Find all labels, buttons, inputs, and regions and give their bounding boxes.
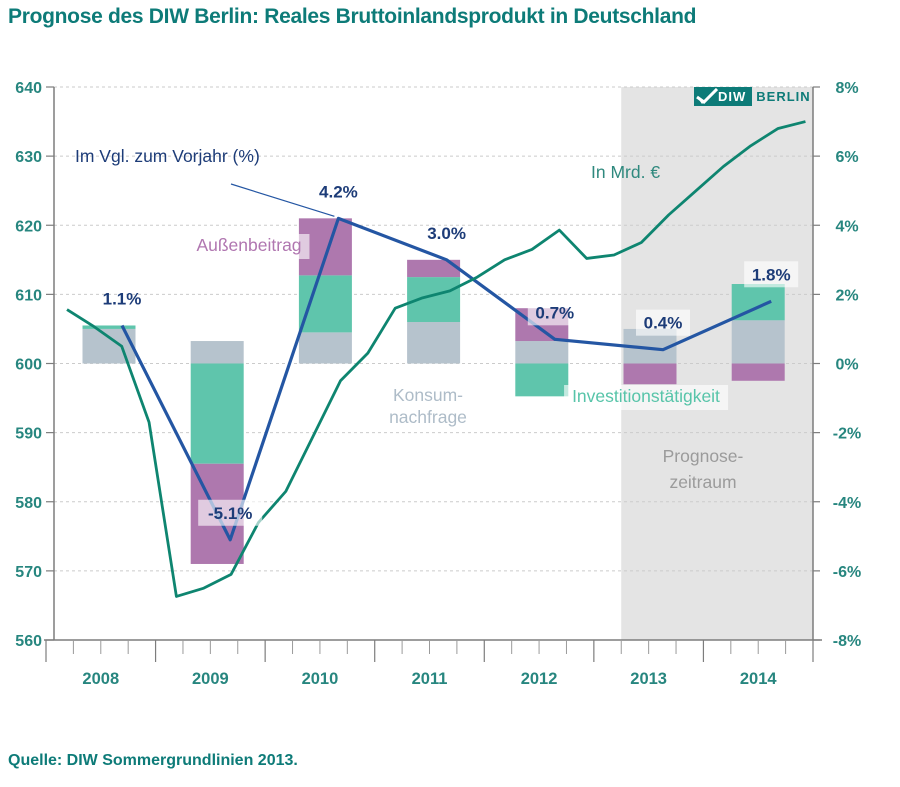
level-unit-label: In Mrd. € <box>591 162 661 182</box>
prognose-label: Prognose- zeitraum <box>663 443 744 495</box>
tick-label: -8% <box>833 633 861 650</box>
tick-label: -2% <box>833 426 861 443</box>
tick-label: 2% <box>835 287 858 304</box>
tick-label: 8% <box>835 80 858 97</box>
bar-segment <box>407 322 461 364</box>
page-title: Prognose des DIW Berlin: Reales Bruttoin… <box>8 5 697 28</box>
bar-segment <box>731 363 785 381</box>
growth-data-label: 4.2% <box>319 182 358 201</box>
year-label: 2010 <box>302 670 339 688</box>
berlin-logo-text: BERLIN <box>756 89 811 104</box>
growth-data-label: 0.7% <box>535 303 574 322</box>
tick-label: 630 <box>15 149 42 166</box>
bar-segment <box>298 332 352 364</box>
year-label: 2013 <box>630 670 667 688</box>
tick-label: 580 <box>15 495 42 512</box>
year-label: 2008 <box>82 670 119 688</box>
bar-segment <box>298 275 352 333</box>
year-label: 2014 <box>740 670 778 688</box>
bar-segment <box>82 325 136 329</box>
bar-segment <box>190 363 244 464</box>
bar-segment <box>515 363 569 397</box>
growth-unit-label: Im Vgl. zum Vorjahr (%) <box>75 146 260 166</box>
tick-label: 560 <box>15 633 42 650</box>
data-label-box <box>198 499 263 526</box>
tick-label: 570 <box>15 564 42 581</box>
source-note: Quelle: DIW Sommergrundlinien 2013. <box>8 752 298 769</box>
year-label: 2009 <box>192 670 229 688</box>
growth-data-label: 0.4% <box>644 314 683 333</box>
tick-label: 590 <box>15 426 42 443</box>
tick-label: 600 <box>15 357 42 374</box>
prognose-label-line2: zeitraum <box>669 472 737 492</box>
bar-segment <box>515 341 569 364</box>
label-leader-line <box>230 183 335 217</box>
growth-data-label: 1.8% <box>752 265 791 284</box>
diw-logo-text: DIW <box>718 89 747 104</box>
data-label-box <box>527 299 582 326</box>
growth-data-label: 3.0% <box>427 224 466 243</box>
growth-line <box>120 216 772 542</box>
growth-data-label: 1.1% <box>103 289 142 308</box>
year-label: 2011 <box>412 670 448 688</box>
bar-segment <box>407 259 461 278</box>
year-label: 2012 <box>521 670 558 688</box>
tick-label: 6% <box>835 149 858 166</box>
tick-label: -6% <box>833 564 861 581</box>
tick-label: 640 <box>15 80 42 97</box>
diw-swoosh-icon <box>696 88 718 105</box>
data-label-box <box>744 261 799 288</box>
growth-data-label: -5.1% <box>208 504 252 523</box>
tick-label: 610 <box>15 287 42 304</box>
bar-segment <box>731 320 785 364</box>
konsum-label-line1: Konsum- <box>392 385 464 405</box>
tick-label: -4% <box>833 495 861 512</box>
diw-logo-box: DIW <box>694 87 753 106</box>
gdp-level-line <box>66 120 806 598</box>
konsum-label: Konsum- nachfrage <box>389 384 467 428</box>
konsum-label-line2: nachfrage <box>389 407 467 427</box>
invest-label: Investitionstätigkeit <box>564 385 728 410</box>
tick-label: 0% <box>835 357 858 374</box>
tick-label: 4% <box>835 218 858 235</box>
data-label-box <box>636 309 690 336</box>
bar-segment <box>623 363 677 385</box>
diw-berlin-logo: DIW BERLIN <box>694 87 811 106</box>
aussenbeitrag-label: Außenbeitrag <box>188 234 310 259</box>
prognose-label-line1: Prognose- <box>662 446 744 466</box>
tick-label: 620 <box>15 218 42 235</box>
bar-segment <box>190 341 244 364</box>
